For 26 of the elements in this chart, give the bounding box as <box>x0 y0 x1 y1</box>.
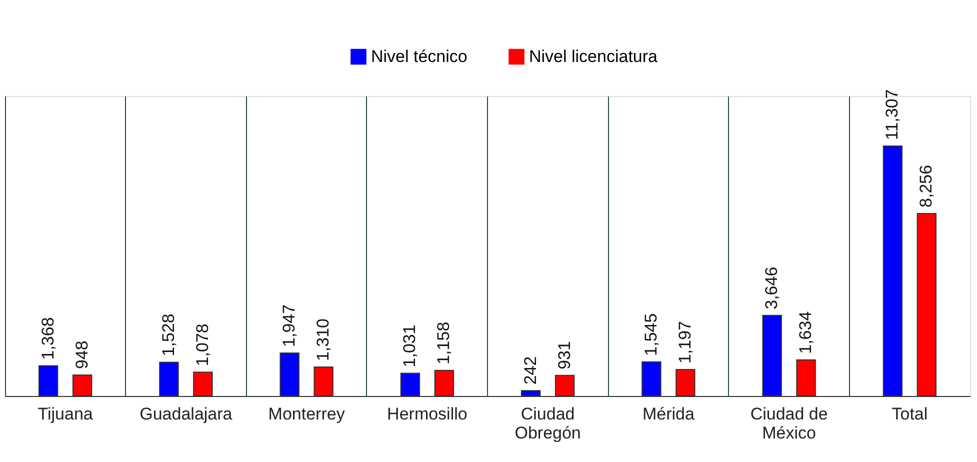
data-label: 11,307 <box>882 89 902 140</box>
x-tick-label: Total <box>892 404 928 424</box>
data-label: 931 <box>554 341 574 370</box>
legend-label: Nivel licenciatura <box>529 46 658 66</box>
data-label: 1,528 <box>158 314 178 356</box>
data-label: 8,256 <box>916 164 936 208</box>
legend-label: Nivel técnico <box>371 46 468 66</box>
data-label: 1,078 <box>192 324 212 366</box>
data-label: 1,031 <box>400 324 420 368</box>
x-tick-label: Ciudad Obregón <box>514 404 581 442</box>
x-tick-label: Guadalajara <box>140 404 233 424</box>
data-label: 1,947 <box>280 304 299 347</box>
x-tick-label: Ciudad de México <box>750 404 828 442</box>
x-tick-label: Tijuana <box>38 404 94 424</box>
data-label: 1,545 <box>641 313 660 356</box>
data-label: 1,634 <box>796 311 816 354</box>
data-label: 1,158 <box>434 322 454 364</box>
data-label: 3,646 <box>762 266 782 310</box>
x-tick-label: Monterrey <box>268 404 346 424</box>
data-label: 1,368 <box>38 317 58 360</box>
data-label: 1,197 <box>675 320 694 364</box>
x-tick-label: Hermosillo <box>387 404 468 424</box>
x-tick-label: Mérida <box>642 404 695 424</box>
data-label: 242 <box>520 356 540 385</box>
data-label: 1,310 <box>314 318 333 362</box>
data-label: 948 <box>72 340 92 370</box>
